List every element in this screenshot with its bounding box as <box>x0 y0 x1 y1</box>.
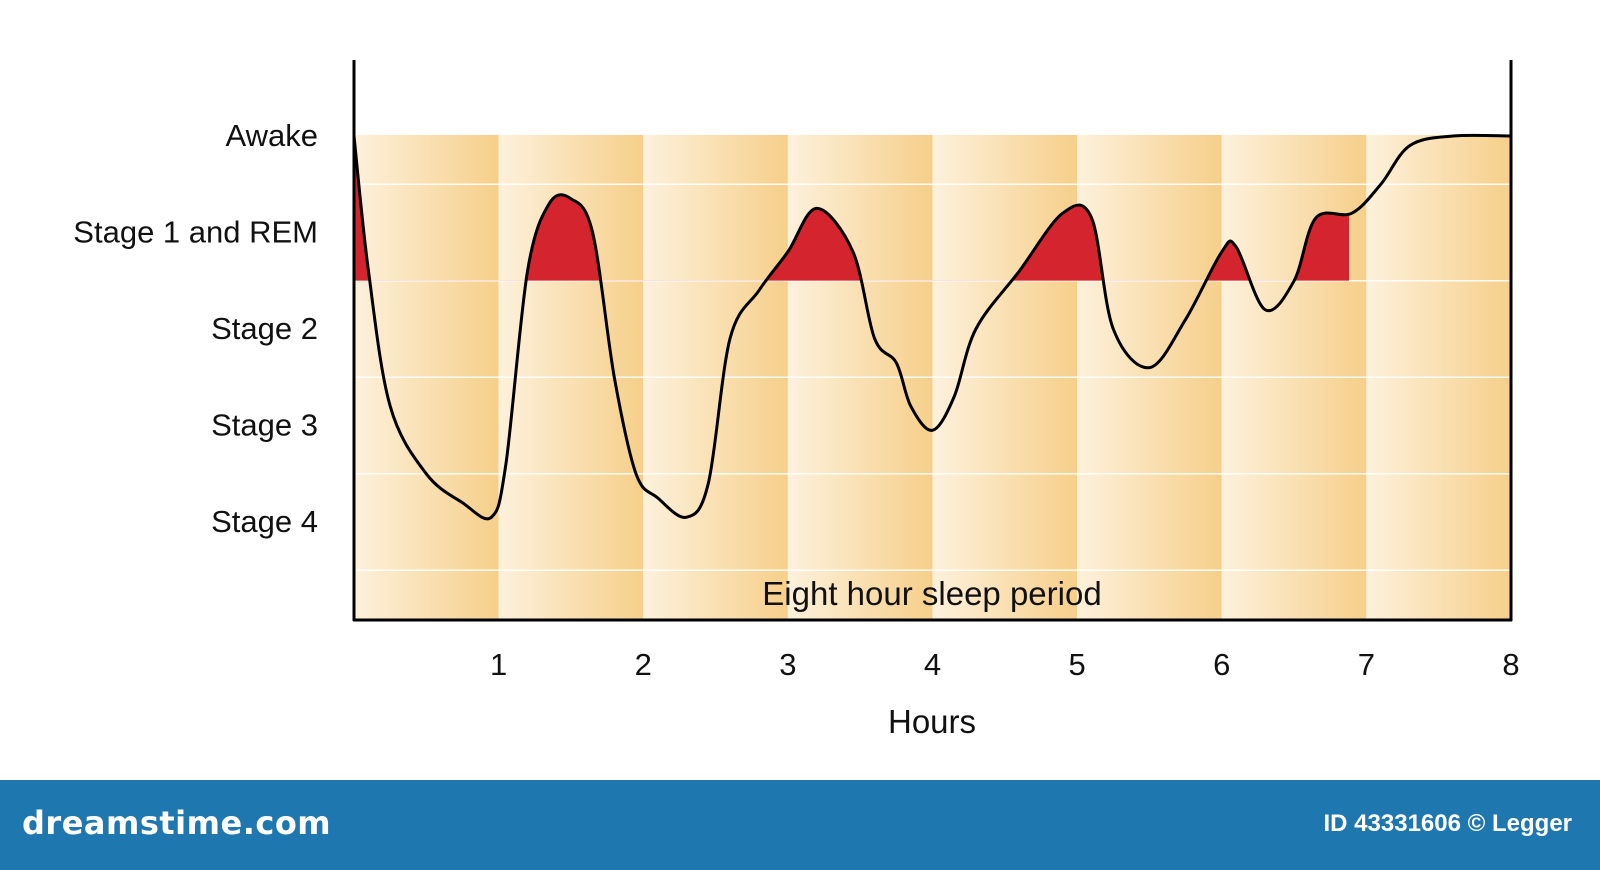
y-level-labels: Awake Stage 1 and REM Stage 2 Stage 3 Stage … <box>73 118 318 539</box>
x-tick-label: 5 <box>1069 647 1086 682</box>
x-tick-label: 1 <box>490 647 507 682</box>
rem-regions <box>355 145 1350 281</box>
stage-gridlines <box>354 183 1511 571</box>
x-tick-label: 7 <box>1358 647 1375 682</box>
chart-annotation: Eight hour sleep period <box>762 575 1101 612</box>
rem-region <box>355 145 1350 281</box>
footer-bar: dreamstime.com ID 43331606 © Legger <box>0 780 1600 870</box>
y-level-label: Stage 1 and REM <box>73 215 318 250</box>
footer-logo[interactable]: dreamstime.com <box>22 804 332 842</box>
x-axis-title: Hours <box>888 703 976 740</box>
x-tick-labels: 1 2 3 4 5 6 7 8 <box>490 647 1520 682</box>
y-level-label: Stage 2 <box>211 311 318 346</box>
x-tick-label: 4 <box>924 647 941 682</box>
x-tick-label: 8 <box>1502 647 1519 682</box>
x-tick-label: 3 <box>779 647 796 682</box>
x-tick-label: 2 <box>635 647 652 682</box>
x-tick-label: 6 <box>1213 647 1230 682</box>
y-level-label: Awake <box>226 118 319 153</box>
y-level-label: Stage 3 <box>211 408 318 443</box>
footer-image-id: ID 43331606 © Legger <box>1323 810 1572 837</box>
sleep-curve <box>352 133 1512 521</box>
y-level-label: Stage 4 <box>211 504 318 539</box>
sleep-stage-chart: Awake Stage 1 and REM Stage 2 Stage 3 Stage … <box>73 60 1520 740</box>
